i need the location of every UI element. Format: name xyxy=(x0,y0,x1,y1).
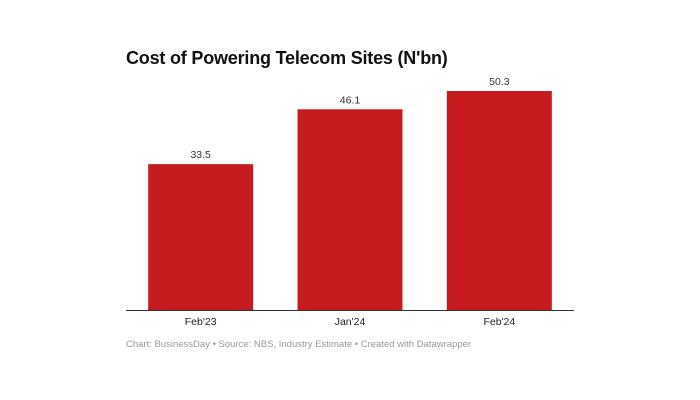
data-label: 50.3 xyxy=(489,76,510,88)
data-label: 33.5 xyxy=(190,149,211,161)
chart-title: Cost of Powering Telecom Sites (N'bn) xyxy=(126,48,448,68)
x-tick-label: Jan'24 xyxy=(335,316,366,328)
x-tick-label: Feb'23 xyxy=(185,316,217,328)
chart-footer: Chart: BusinessDay • Source: NBS, Indust… xyxy=(126,339,472,350)
bar xyxy=(297,109,403,310)
data-label: 46.1 xyxy=(340,94,361,106)
bar xyxy=(148,164,254,310)
x-tick-label: Feb'24 xyxy=(483,316,515,328)
bar xyxy=(446,91,552,310)
